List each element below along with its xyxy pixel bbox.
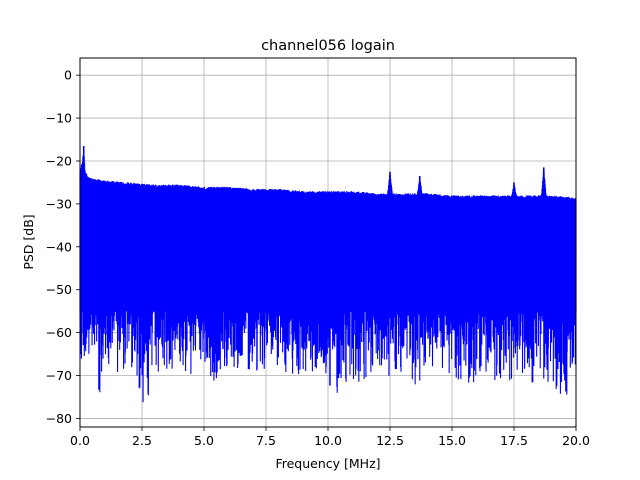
y-tick-label: 0 [64,68,72,83]
x-axis-ticks: 0.0 2.5 5.0 7.5 10.0 12.5 15.0 17.5 20.0 [70,427,590,448]
y-tick-label: −40 [46,239,72,254]
y-tick-label: −10 [46,111,72,126]
y-tick-label: −80 [46,411,72,426]
plot-area [79,145,577,403]
x-tick-label: 15.0 [438,433,466,448]
x-tick-label: 17.5 [500,433,528,448]
y-tick-label: −60 [46,325,72,340]
x-tick-label: 2.5 [132,433,152,448]
psd-dense-band [80,203,576,312]
y-tick-label: −20 [46,153,72,168]
x-tick-label: 7.5 [256,433,276,448]
y-axis-label: PSD [dB] [21,214,36,269]
x-tick-label: 20.0 [562,433,590,448]
y-tick-label: −70 [46,368,72,383]
x-axis-label: Frequency [MHz] [275,456,380,471]
chart-title: channel056 logain [261,38,395,54]
y-axis-ticks: 0 −10 −20 −30 −40 −50 −60 −70 −80 [46,68,80,426]
y-tick-label: −30 [46,196,72,211]
x-tick-label: 5.0 [194,433,214,448]
y-tick-label: −50 [46,282,72,297]
x-tick-label: 10.0 [314,433,342,448]
x-tick-label: 0.0 [70,433,90,448]
x-tick-label: 12.5 [376,433,404,448]
